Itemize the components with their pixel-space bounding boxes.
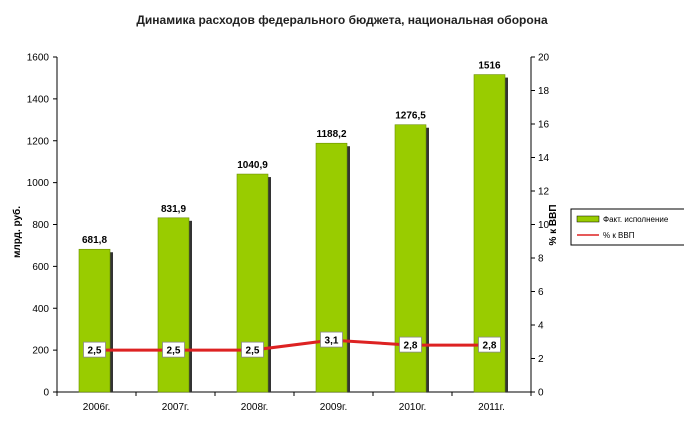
percent-label: 2,8: [483, 341, 497, 352]
y-right-tick-label: 0: [538, 388, 544, 399]
percent-label-box: [399, 336, 422, 353]
legend-label-bars: Факт. исполнение: [603, 215, 669, 224]
x-tick-label: 2009г.: [320, 402, 347, 413]
percent-label: 2,8: [404, 341, 418, 352]
y-left-tick-label: 400: [32, 304, 49, 315]
legend-label-line: % к ВВП: [603, 231, 635, 240]
x-tick-label: 2007г.: [162, 402, 189, 413]
y-left-tick-label: 200: [32, 346, 49, 357]
percent-label-box: [162, 341, 185, 358]
percent-label-box: [241, 341, 264, 358]
percent-label-box: [320, 331, 343, 348]
bar: [78, 248, 111, 393]
y-axis-right-label: % к ВВП: [548, 204, 559, 245]
y-left-tick-label: 1200: [27, 136, 50, 147]
x-tick-label: 2010г.: [399, 402, 426, 413]
percent-label: 2,5: [246, 346, 260, 357]
x-tick-label: 2006г.: [83, 402, 110, 413]
bar-value-label: 1276,5: [395, 111, 426, 122]
percent-label-box: [478, 336, 501, 353]
y-right-tick-label: 10: [538, 220, 550, 231]
y-axis-left-label: млрд. руб.: [11, 206, 23, 258]
y-right-tick-label: 12: [538, 187, 550, 198]
y-left-tick-label: 1600: [27, 53, 50, 64]
percent-label: 2,5: [167, 346, 181, 357]
plot-area: 0 200 400 600 800 1000 1200 1400 1600 0 2 4 6 8 10 12 14…: [27, 53, 550, 414]
y-right-tick-label: 8: [538, 254, 544, 265]
y-left-tick-label: 800: [32, 220, 49, 231]
percent-label: 2,5: [88, 346, 102, 357]
x-tick-label: 2011г.: [478, 402, 505, 413]
legend: Факт. исполнение % к ВВП: [570, 208, 684, 246]
y-right-tick-label: 20: [538, 53, 550, 64]
bar: [157, 217, 190, 393]
bar-value-label: 681,8: [82, 235, 107, 246]
y-left-tick-label: 0: [43, 388, 49, 399]
y-left-tick-label: 600: [32, 262, 49, 273]
percent-label: 3,1: [325, 336, 339, 347]
y-left-tick-label: 1000: [27, 178, 50, 189]
legend-bar-swatch: [576, 215, 600, 223]
y-right-tick-label: 18: [538, 86, 550, 97]
chart-title: Динамика расходов федерального бюджета, …: [136, 13, 548, 27]
y-right-tick-label: 14: [538, 153, 550, 164]
bar-value-label: 1040,9: [237, 160, 268, 171]
y-right-tick-label: 2: [538, 354, 544, 365]
x-tick-label: 2008г.: [241, 402, 268, 413]
bar: [236, 173, 269, 393]
legend-box: [570, 208, 684, 246]
y-left-tick-label: 1400: [27, 94, 50, 105]
bar-value-label: 1188,2: [316, 129, 346, 140]
bar-value-label: 1516: [478, 61, 501, 72]
percent-label-box: [83, 341, 106, 358]
y-right-tick-label: 16: [538, 120, 550, 131]
percent-line: [94, 338, 490, 352]
y-right-tick-label: 6: [538, 287, 544, 298]
bar: [315, 142, 348, 393]
y-right-tick-label: 4: [538, 321, 544, 332]
bar-value-label: 831,9: [161, 204, 186, 215]
